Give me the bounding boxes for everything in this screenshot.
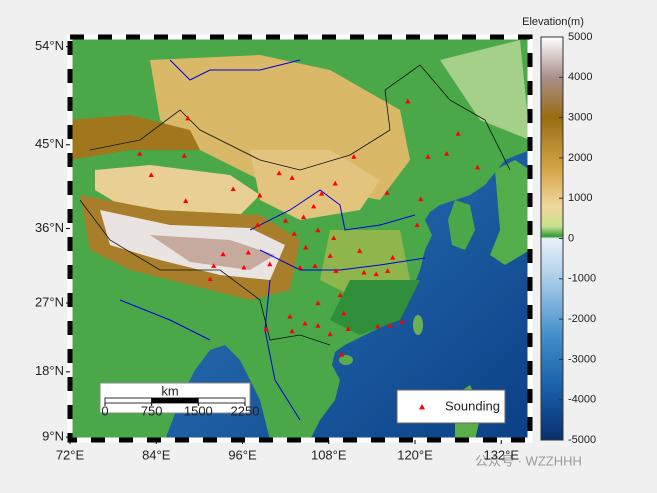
sounding-marker xyxy=(455,131,461,136)
sounding-marker xyxy=(276,170,282,176)
sounding-marker xyxy=(220,251,226,257)
x-tick-label: 96°E xyxy=(228,447,257,462)
sounding-marker xyxy=(444,151,450,156)
sounding-marker xyxy=(245,249,251,255)
sounding-marker xyxy=(351,154,357,159)
sounding-marker xyxy=(332,180,338,186)
scale-bar-label: 1500 xyxy=(184,403,213,418)
sounding-marker xyxy=(315,300,321,306)
sounding-marker xyxy=(375,323,381,329)
x-tick-label: 72°E xyxy=(56,447,85,462)
colorbar-tick-label: 2000 xyxy=(568,152,592,164)
colorbar-tick-label: 0 xyxy=(568,232,574,244)
sounding-marker xyxy=(373,271,379,277)
sounding-marker xyxy=(327,331,333,337)
sounding-marker xyxy=(384,190,390,195)
sounding-marker xyxy=(257,192,263,198)
sounding-marker xyxy=(263,326,269,331)
sounding-marker xyxy=(331,235,337,241)
colorbar-tick-label: 1000 xyxy=(568,192,592,204)
sounding-marker xyxy=(211,263,217,268)
sounding-marker xyxy=(315,323,321,328)
sounding-marker xyxy=(318,190,325,196)
sounding-marker xyxy=(181,153,187,158)
y-tick-label: 27°N xyxy=(35,294,64,309)
y-tick-label: 18°N xyxy=(35,363,64,378)
frame-ticks xyxy=(67,34,533,443)
sounding-marker xyxy=(289,175,295,180)
sounding-marker xyxy=(300,214,307,220)
y-tick-label: 45°N xyxy=(35,136,64,151)
sounding-marker xyxy=(414,222,420,228)
sounding-marker xyxy=(137,151,143,156)
sounding-marker xyxy=(230,186,236,192)
y-tick-label: 54°N xyxy=(35,38,64,53)
x-tick-label: 132°E xyxy=(483,447,519,462)
sounding-marker xyxy=(474,164,481,170)
sounding-marker xyxy=(425,154,431,159)
scale-bar-label: 2250 xyxy=(231,403,260,418)
x-tick-label: 108°E xyxy=(311,447,347,462)
scale-bar-segment xyxy=(104,397,153,404)
colorbar-tick-label: -1000 xyxy=(568,273,596,285)
colorbar-tick-label: 4000 xyxy=(568,71,592,83)
sounding-marker xyxy=(312,263,318,268)
sounding-marker xyxy=(399,319,405,324)
sounding-marker xyxy=(311,203,317,209)
colorbar-title: Elevation(m) xyxy=(522,16,584,28)
scale-bar-label: 750 xyxy=(141,403,163,418)
sounding-marker xyxy=(289,328,295,334)
colorbar-tick-label: -4000 xyxy=(568,394,596,406)
sounding-marker xyxy=(148,172,154,177)
sounding-marker xyxy=(267,261,273,267)
sounding-marker xyxy=(333,268,339,273)
legend: Sounding xyxy=(396,389,506,424)
sounding-marker xyxy=(303,244,309,250)
sounding-marker xyxy=(345,326,351,331)
legend-label: Sounding xyxy=(445,398,500,413)
sounding-marker xyxy=(185,115,191,121)
colorbar: Elevation(m) -5000 -4000 -3000 -2000 -1000 0 1… xyxy=(522,16,596,446)
legend-box xyxy=(396,389,506,424)
sounding-marker xyxy=(254,222,261,228)
scale-bar-segment xyxy=(151,397,199,404)
sounding-marker xyxy=(385,268,391,273)
sounding-marker xyxy=(291,231,297,236)
sounding-marker xyxy=(327,253,333,258)
sounding-marker xyxy=(357,248,363,253)
colorbar-tick-label: -2000 xyxy=(568,313,596,325)
scale-bar-label: 0 xyxy=(101,403,108,418)
sounding-marker xyxy=(418,196,424,202)
x-tick-label: 84°E xyxy=(142,447,171,462)
sounding-marker xyxy=(405,98,411,104)
y-tick-label: 9°N xyxy=(42,429,64,444)
x-tick-label: 120°E xyxy=(397,447,433,462)
sounding-marker xyxy=(283,217,289,223)
sounding-marker xyxy=(207,276,213,282)
watermark: 公众号 · WZZHHH xyxy=(475,453,582,468)
sounding-marker xyxy=(287,313,293,319)
sounding-marker xyxy=(315,227,321,233)
legend-marker xyxy=(419,404,425,410)
sounding-marker xyxy=(387,323,394,328)
colorbar-tick-label: -3000 xyxy=(568,353,596,365)
sounding-marker xyxy=(183,198,189,203)
colorbar-tick-label: -5000 xyxy=(568,434,596,446)
sounding-marker xyxy=(341,310,347,316)
scale-bar: km 0 750 1500 2250 xyxy=(99,382,260,418)
scale-bar-segment xyxy=(197,397,246,404)
sounding-marker xyxy=(337,292,343,298)
sounding-marker xyxy=(241,264,247,270)
colorbar-tick-label: 5000 xyxy=(568,31,592,43)
sounding-marker xyxy=(339,352,345,357)
sounding-marker xyxy=(297,264,303,270)
colorbar-tick-label: 3000 xyxy=(568,112,592,124)
sounding-marker xyxy=(390,254,396,260)
sounding-marker xyxy=(302,320,308,326)
terrain xyxy=(70,37,530,440)
sounding-marker xyxy=(361,269,367,275)
y-tick-label: 36°N xyxy=(35,220,64,235)
scale-bar-unit: km xyxy=(161,383,178,398)
